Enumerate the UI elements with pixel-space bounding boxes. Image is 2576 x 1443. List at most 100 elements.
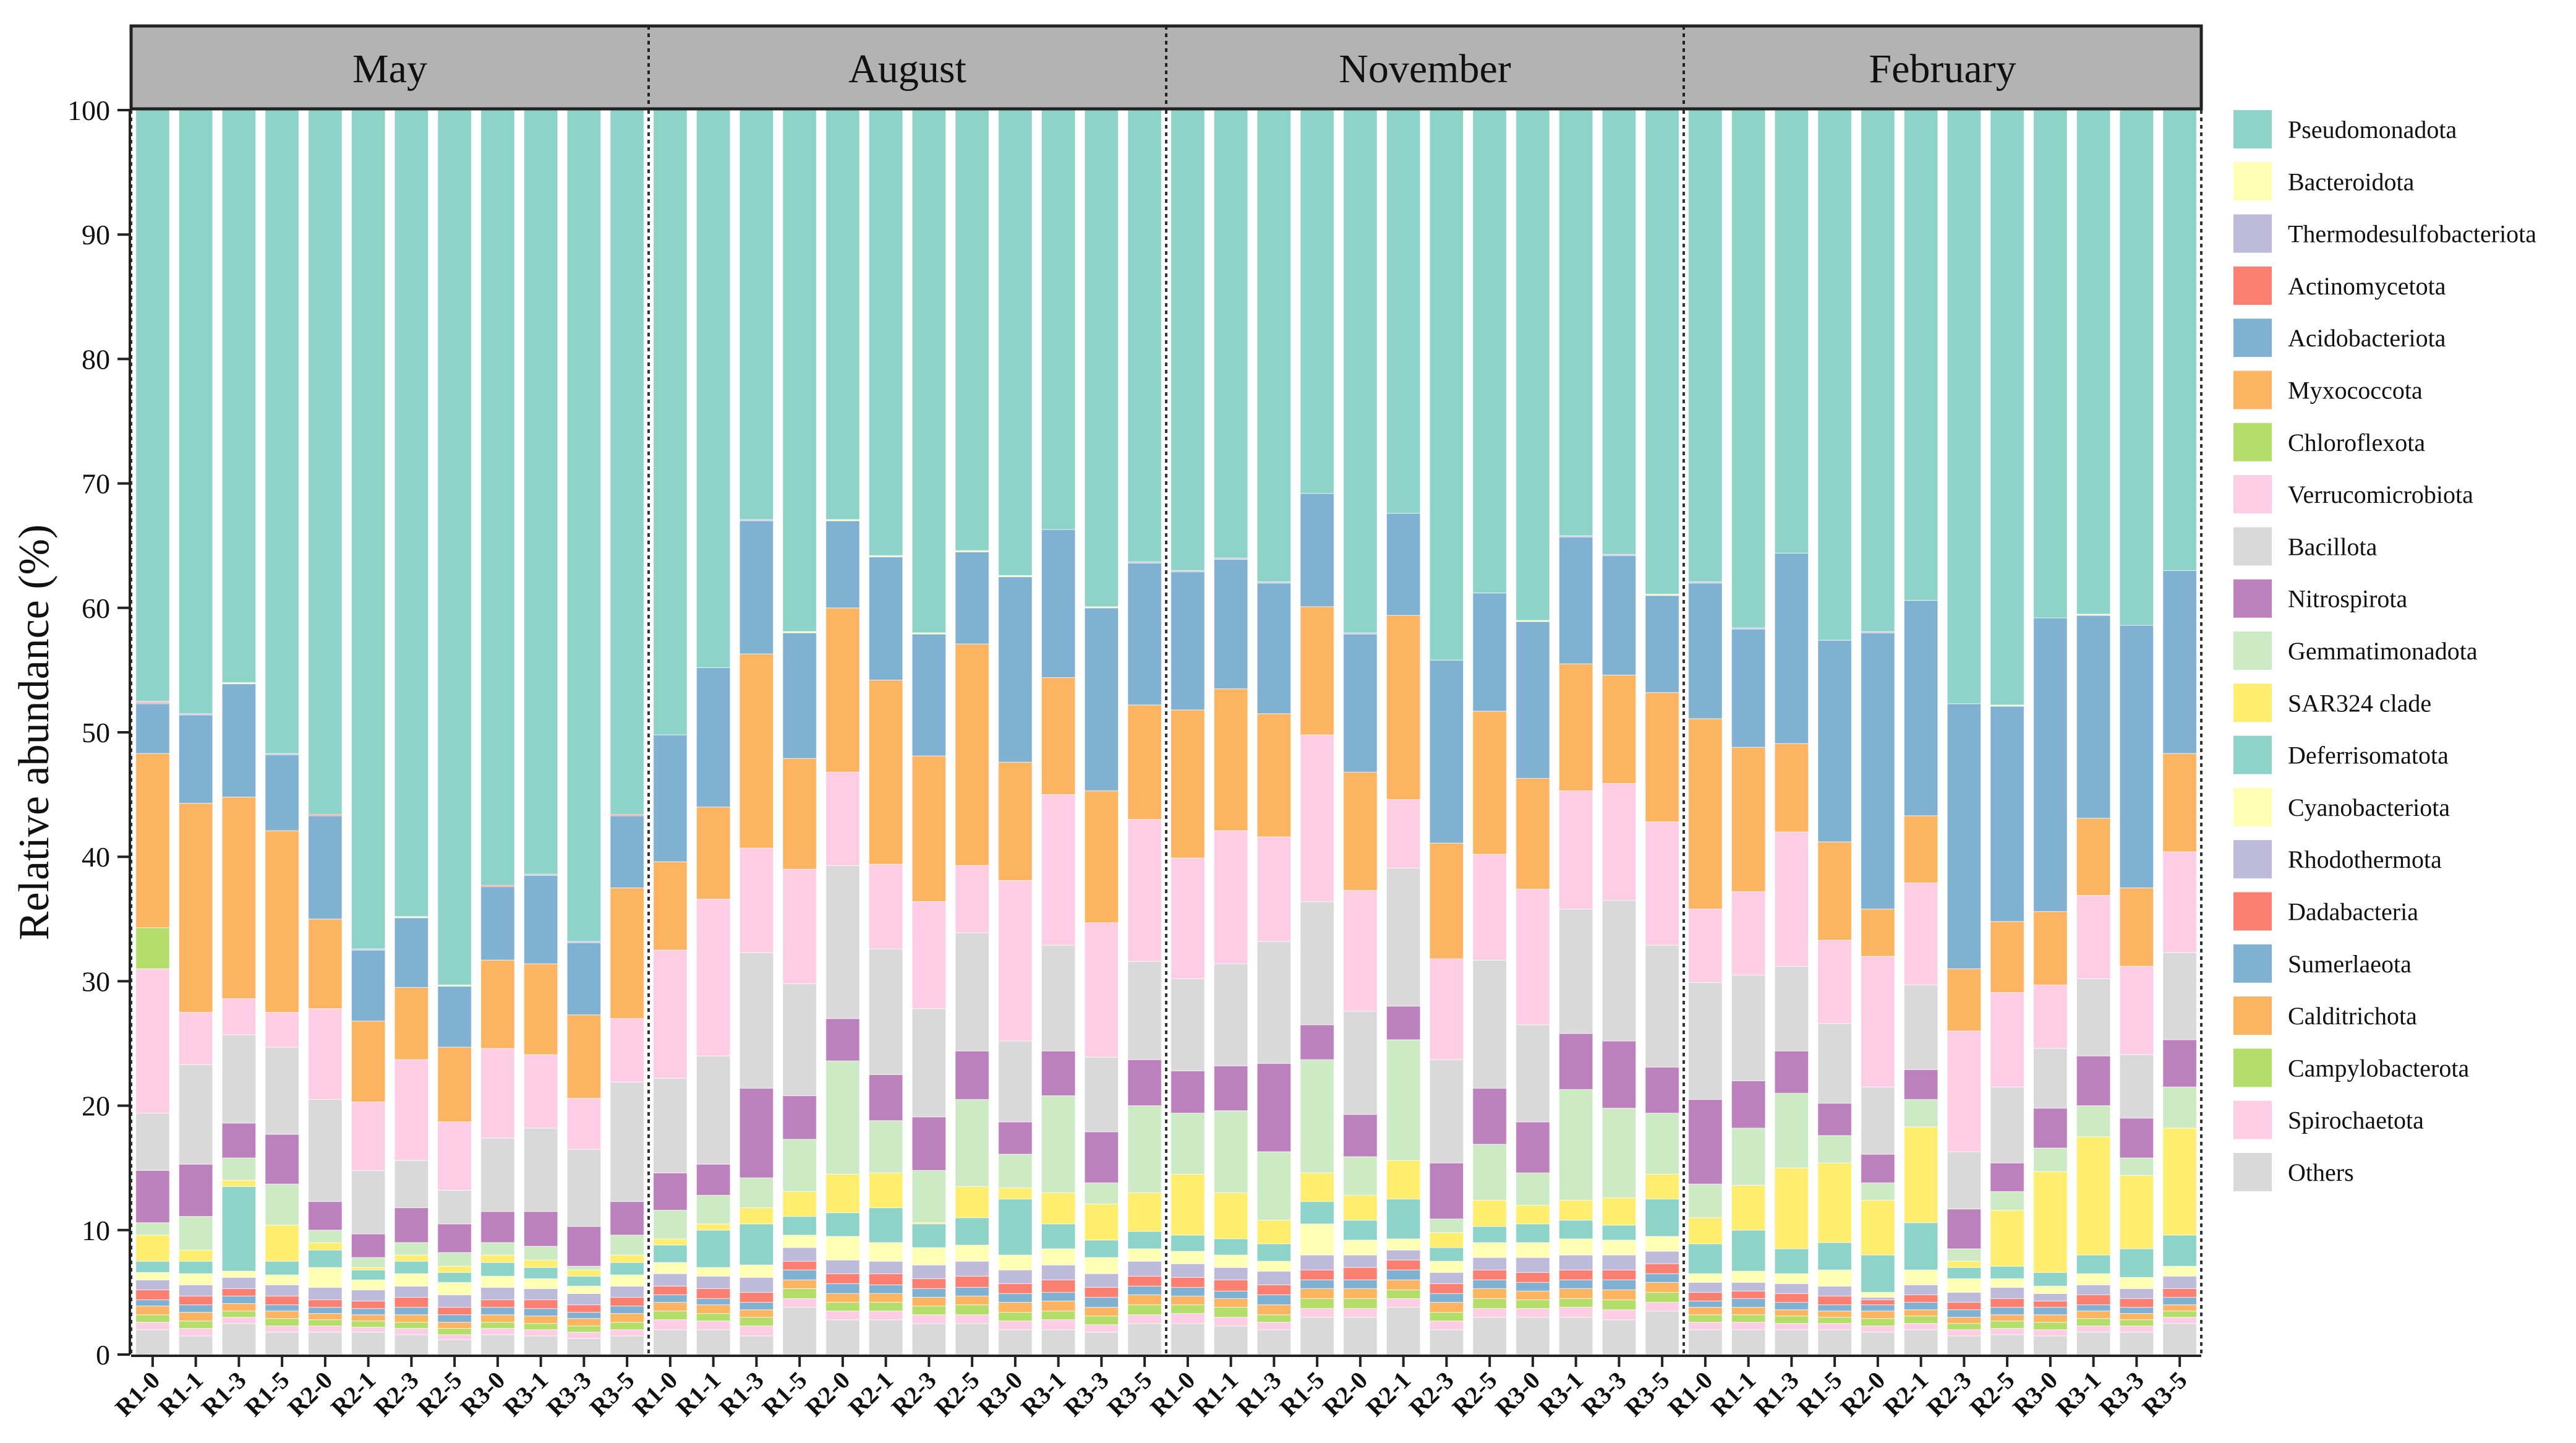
segment-sumerlaeota: [1084, 1296, 1119, 1308]
segment-pseudomonadota: [1601, 109, 1637, 555]
segment-calditrichota: [739, 1309, 774, 1318]
segment-cyanobacteriota: [1645, 1236, 1679, 1252]
segment-rhodothermota: [566, 1293, 602, 1306]
segment-bacillota: [1472, 959, 1507, 1089]
bar-august-R3-5: [1127, 109, 1162, 1355]
segment-cyanobacteriota: [1731, 1270, 1766, 1283]
segment-acidobacteriota: [1947, 703, 1982, 969]
legend-item: Sumerlaeota: [2233, 944, 2412, 983]
segment-sumerlaeota: [1213, 1290, 1248, 1300]
segment-myxococcota: [610, 887, 644, 1019]
segment-dadabacteria: [1300, 1269, 1334, 1280]
segment-sar324-clade: [782, 1191, 817, 1217]
segment-bacillota: [1386, 867, 1421, 1007]
segment-acidobacteriota: [394, 917, 429, 988]
segment-nitrospirota: [566, 1226, 602, 1267]
legend-swatch: [2233, 579, 2272, 618]
segment-spirochaetota: [782, 1298, 817, 1308]
legend-label: SAR324 clade: [2288, 689, 2431, 717]
segment-myxococcota: [566, 1014, 602, 1099]
segment-spirochaetota: [1472, 1308, 1507, 1318]
segment-calditrichota: [1127, 1294, 1162, 1306]
segment-dadabacteria: [523, 1299, 558, 1309]
segment-bacillota: [221, 1034, 257, 1124]
segment-calditrichota: [1516, 1290, 1550, 1301]
segment-sar324-clade: [394, 1254, 429, 1262]
segment-myxococcota: [351, 1021, 386, 1103]
segment-pseudomonadota: [1343, 109, 1378, 633]
segment-nitrospirota: [782, 1095, 817, 1140]
panel-header: [1166, 26, 1684, 109]
segment-sumerlaeota: [955, 1287, 989, 1297]
x-tick-label: R1-5: [239, 1366, 295, 1422]
segment-nitrospirota: [653, 1172, 688, 1211]
segment-others: [1817, 1329, 1852, 1355]
segment-deferrisomatota: [221, 1186, 257, 1272]
legend-label: Dadabacteria: [2288, 898, 2418, 926]
segment-rhodothermota: [1947, 1291, 1982, 1303]
segment-cyanobacteriota: [868, 1242, 903, 1262]
segment-spirochaetota: [998, 1321, 1033, 1330]
segment-gemmatimonadota: [351, 1257, 386, 1268]
segment-bacillota: [1127, 961, 1162, 1060]
segment-rhodothermota: [825, 1259, 860, 1274]
segment-rhodothermota: [480, 1287, 515, 1301]
segment-others: [1171, 1323, 1205, 1355]
segment-gemmatimonadota: [394, 1242, 429, 1256]
segment-bacillota: [265, 1047, 299, 1135]
legend-swatch: [2233, 944, 2272, 983]
segment-acidobacteriota: [1127, 562, 1162, 706]
segment-acidobacteriota: [782, 632, 817, 759]
segment-verrucomicrobiota: [868, 863, 903, 949]
segment-nitrospirota: [178, 1163, 213, 1217]
segment-bacillota: [1343, 1011, 1378, 1115]
segment-gemmatimonadota: [1861, 1182, 1895, 1201]
legend-label: Gemmatimonadota: [2288, 637, 2478, 665]
segment-campylobacterota: [1343, 1298, 1378, 1309]
segment-cyanobacteriota: [1601, 1240, 1637, 1256]
legend-label: Chloroflexota: [2288, 429, 2425, 456]
segment-deferrisomatota: [1645, 1198, 1679, 1237]
segment-verrucomicrobiota: [1386, 799, 1421, 868]
segment-myxococcota: [1386, 615, 1421, 800]
segment-spirochaetota: [1903, 1323, 1938, 1330]
segment-acidobacteriota: [308, 815, 343, 920]
segment-nitrospirota: [2033, 1108, 2068, 1149]
segment-cyanobacteriota: [825, 1236, 860, 1261]
segment-campylobacterota: [1256, 1314, 1292, 1323]
segment-cyanobacteriota: [1947, 1278, 1982, 1293]
segment-spirochaetota: [911, 1314, 947, 1324]
segment-bacillota: [868, 948, 903, 1075]
segment-myxococcota: [1861, 909, 1895, 957]
segment-pseudomonadota: [1472, 109, 1507, 594]
bar-may-R2-0: [308, 109, 343, 1355]
segment-pseudomonadota: [308, 109, 343, 815]
segment-pseudomonadota: [1947, 109, 1982, 704]
segment-bacillota: [1601, 900, 1637, 1042]
bar-august-R2-3: [911, 109, 947, 1355]
bar-august-R3-3: [1084, 109, 1119, 1355]
segment-spirochaetota: [178, 1328, 213, 1337]
segment-others: [653, 1329, 688, 1355]
segment-nitrospirota: [437, 1223, 472, 1253]
segment-gemmatimonadota: [1558, 1089, 1593, 1201]
segment-acidobacteriota: [437, 985, 472, 1048]
segment-spirochaetota: [221, 1317, 257, 1324]
segment-bacillota: [911, 1008, 947, 1118]
segment-cyanobacteriota: [437, 1282, 472, 1296]
segment-calditrichota: [1817, 1310, 1852, 1318]
segment-acidobacteriota: [523, 875, 558, 964]
segment-cyanobacteriota: [1903, 1269, 1938, 1285]
segment-deferrisomatota: [1127, 1231, 1162, 1249]
segment-others: [998, 1329, 1033, 1355]
segment-sumerlaeota: [2033, 1306, 2068, 1316]
segment-spirochaetota: [1171, 1313, 1205, 1324]
segment-others: [1213, 1325, 1248, 1355]
segment-sumerlaeota: [1774, 1301, 1809, 1311]
segment-dadabacteria: [696, 1288, 731, 1300]
segment-others: [1688, 1329, 1723, 1355]
segment-myxococcota: [1990, 921, 2024, 993]
segment-sumerlaeota: [1645, 1273, 1679, 1283]
segment-dadabacteria: [2162, 1288, 2197, 1298]
segment-rhodothermota: [1213, 1267, 1248, 1280]
